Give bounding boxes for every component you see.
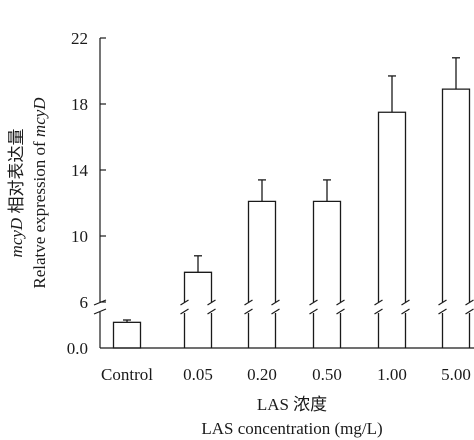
tick-layer: 6 10 14 18 22 0.0 <box>67 29 106 358</box>
bar <box>183 271 213 302</box>
x-tick-label: Control <box>101 365 153 384</box>
y-tick-label: 18 <box>71 95 88 114</box>
bar-break-mark <box>438 299 447 306</box>
bars-layer <box>112 57 474 349</box>
x-tick-label: 5.00 <box>441 365 471 384</box>
bar-break-mark <box>271 299 280 306</box>
bar <box>247 200 277 302</box>
bar-break-mark <box>465 299 474 306</box>
bar-break-mark <box>309 299 318 306</box>
y-tick-label: 22 <box>71 29 88 48</box>
bar-break-mark <box>401 299 410 306</box>
bar-break-mark <box>374 308 383 315</box>
bar-break-mark <box>180 308 189 315</box>
y-axis-title-en: Relatve expression of mcyD <box>30 97 49 289</box>
bar <box>441 88 471 302</box>
y-axis-break-mark-upper <box>93 299 107 306</box>
bar-break-mark <box>180 299 189 306</box>
bar-break-mark <box>336 308 345 315</box>
bar-break-mark <box>271 308 280 315</box>
x-axis-title-en: LAS concentration (mg/L) <box>201 419 382 438</box>
x-axis-title-cn: LAS 浓度 <box>257 395 327 414</box>
y-tick-label: 14 <box>71 161 89 180</box>
bar-lower-segment <box>247 313 277 348</box>
bar-break-mark <box>438 308 447 315</box>
labels-layer: Control 0.05 0.20 0.50 1.00 5.00 <box>101 365 471 384</box>
x-tick-label: 0.20 <box>247 365 277 384</box>
bar-break-mark <box>207 308 216 315</box>
y-axis-break-mark-lower <box>93 308 107 315</box>
bar-lower-segment <box>377 313 407 348</box>
bar-break-mark <box>336 299 345 306</box>
y-axis-title-cn-text: 相对表达量 <box>7 129 26 218</box>
y-axis-title-cn-gene: mcyD <box>7 217 26 257</box>
bar <box>377 111 407 302</box>
bar-break-mark <box>309 308 318 315</box>
bar-break-mark <box>374 299 383 306</box>
bar-break-mark <box>207 299 216 306</box>
bar-break-mark <box>244 299 253 306</box>
bar-break-mark <box>465 308 474 315</box>
x-tick-label: 1.00 <box>377 365 407 384</box>
y-tick-label: 0.0 <box>67 339 88 358</box>
bar-break-mark <box>244 308 253 315</box>
axis-layer <box>93 38 474 349</box>
bar-break-mark <box>401 308 410 315</box>
bar <box>112 321 142 349</box>
y-tick-label: 10 <box>71 227 88 246</box>
bar <box>312 200 342 302</box>
bar-lower-segment <box>441 313 471 348</box>
bar-lower-segment <box>312 313 342 348</box>
x-tick-label: 0.05 <box>183 365 213 384</box>
y-axis-title-cn: mcyD 相对表达量 <box>7 129 26 258</box>
y-axis-title-en-text: Relatve expression of <box>30 137 49 289</box>
y-axis-title-en-gene: mcyD <box>30 97 49 137</box>
bar-lower-segment <box>183 313 213 348</box>
y-tick-label: 6 <box>80 293 89 312</box>
x-tick-label: 0.50 <box>312 365 342 384</box>
